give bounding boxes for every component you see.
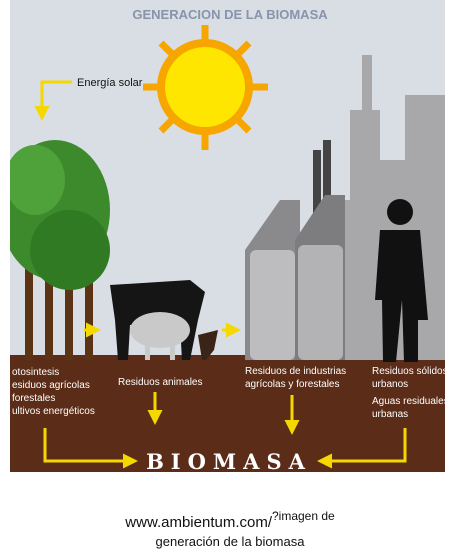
- illustration: GENERACION DE LA BIOMASA Energía solar o…: [0, 0, 449, 474]
- column-label: Residuos de industrias: [245, 366, 346, 377]
- column-label: otosintesis: [12, 367, 59, 378]
- column-label: Residuos sólidos: [372, 366, 448, 377]
- diagram: GENERACION DE LA BIOMASA Energía solar o…: [0, 0, 453, 554]
- solar-label: Energía solar: [77, 77, 143, 89]
- column-label: Aguas residuales: [372, 396, 449, 407]
- column-label: ultivos energéticos: [12, 406, 95, 417]
- column-label: forestales: [12, 393, 55, 404]
- column-label: esiduos agrícolas: [12, 380, 90, 391]
- caption-line1: www.ambientum.com/?imagen de: [124, 509, 335, 531]
- column-label: agrícolas y forestales: [245, 379, 340, 390]
- caption-line2: generación de la biomasa: [156, 534, 306, 549]
- column-label: Residuos animales: [118, 377, 203, 388]
- title: GENERACION DE LA BIOMASA: [132, 7, 328, 22]
- column-label: urbanos: [372, 379, 408, 390]
- caption-superscript: ?imagen de: [272, 509, 335, 523]
- result: BIOMASA: [146, 449, 312, 474]
- column-label: urbanas: [372, 409, 408, 420]
- caption-link: www.ambientum.com/: [124, 514, 273, 531]
